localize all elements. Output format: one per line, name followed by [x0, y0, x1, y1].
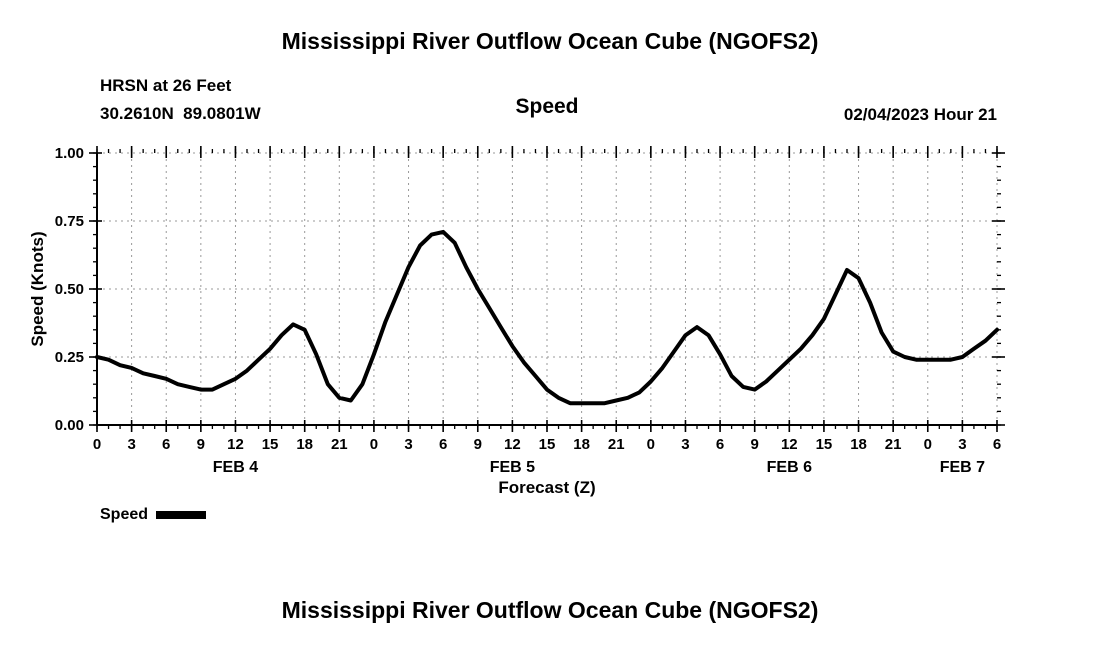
panel-title: Speed: [515, 95, 579, 118]
chart-title-top: Mississippi River Outflow Ocean Cube (NG…: [281, 28, 819, 54]
y-tick-label: 0.00: [55, 417, 84, 434]
x-tick-label: 0: [647, 436, 655, 453]
date-label: FEB 4: [213, 459, 258, 476]
x-tick-label: 3: [127, 436, 135, 453]
x-tick-label: 6: [716, 436, 724, 453]
x-tick-label: 12: [781, 436, 798, 453]
x-tick-label: 21: [885, 436, 902, 453]
chart-title-bottom: Mississippi River Outflow Ocean Cube (NG…: [281, 597, 819, 623]
x-tick-label: 21: [331, 436, 348, 453]
y-tick-label: 0.25: [55, 349, 84, 366]
x-tick-label: 0: [93, 436, 101, 453]
legend-label: Speed: [100, 506, 149, 523]
x-tick-label: 12: [227, 436, 244, 453]
x-tick-label: 3: [681, 436, 689, 453]
date-label: FEB 5: [490, 459, 535, 476]
legend: Speed: [100, 506, 207, 524]
station-name: HRSN at 26 Feet: [100, 76, 232, 95]
x-tick-label: 6: [162, 436, 170, 453]
x-tick-label: 15: [262, 436, 279, 453]
x-tick-label: 18: [296, 436, 313, 453]
y-tick-label: 1.00: [55, 145, 84, 162]
x-tick-label: 18: [573, 436, 590, 453]
x-tick-label: 3: [958, 436, 966, 453]
x-tick-label: 0: [924, 436, 932, 453]
x-axis-title: Forecast (Z): [498, 478, 596, 497]
x-tick-label: 15: [539, 436, 556, 453]
x-tick-label: 9: [474, 436, 482, 453]
x-tick-label: 21: [608, 436, 625, 453]
forecast-datetime: 02/04/2023 Hour 21: [843, 105, 997, 124]
x-tick-label: 12: [504, 436, 521, 453]
x-tick-label: 9: [197, 436, 205, 453]
x-tick-label: 3: [404, 436, 412, 453]
speed-series-line: [95, 229, 999, 406]
x-tick-label: 6: [993, 436, 1001, 453]
legend-line-swatch: [156, 511, 207, 519]
x-tick-label: 0: [370, 436, 378, 453]
x-tick-label: 15: [816, 436, 833, 453]
y-tick-label: 0.75: [55, 213, 84, 230]
speed-line-chart: 0 3 6 9 12 15 18 21 0 3 6 9 12 15 18 21 0 3 6 9 12 15 18 21 0 3 6 0…: [55, 145, 1005, 476]
x-tick-label: 6: [439, 436, 447, 453]
date-label: FEB 7: [940, 459, 985, 476]
y-tick-label: 0.50: [55, 281, 84, 298]
date-label: FEB 6: [767, 459, 812, 476]
station-coordinates: 30.2610N 89.0801W: [100, 104, 261, 123]
x-tick-label: 18: [850, 436, 867, 453]
x-tick-label: 9: [751, 436, 759, 453]
